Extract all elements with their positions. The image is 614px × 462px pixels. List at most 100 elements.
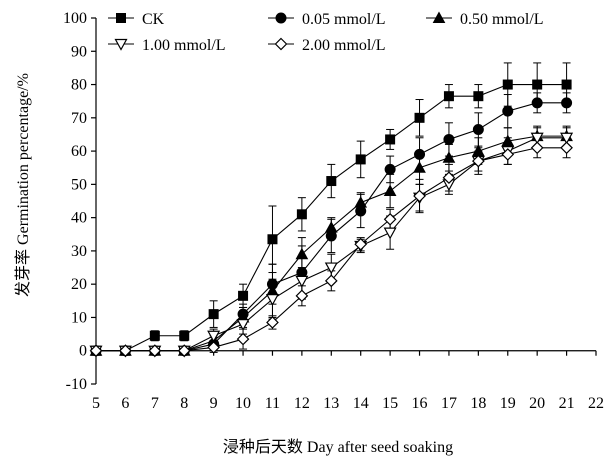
x-tick-label: 10 xyxy=(235,395,251,412)
x-tick-label: 8 xyxy=(180,395,188,412)
series-4-point xyxy=(324,262,338,275)
series-4-point xyxy=(207,330,221,343)
legend: CK 0.05 mmol/L 0.50 mmol/L 1.00 mmol/L 2.00 … xyxy=(108,11,544,54)
series-1-point xyxy=(473,91,484,102)
series-2-point xyxy=(443,133,455,145)
series-1-point xyxy=(414,112,425,123)
y-tick-label: 10 xyxy=(71,309,87,326)
legend-item-5-marker xyxy=(274,37,288,51)
x-tick-label: 16 xyxy=(412,395,428,412)
series-5-point xyxy=(442,171,456,185)
x-tick-label: 18 xyxy=(470,395,486,412)
x-tick-label: 5 xyxy=(92,395,100,412)
legend-item-3-marker xyxy=(432,11,446,23)
x-tick-label: 22 xyxy=(588,395,604,412)
series-3-point xyxy=(354,196,368,208)
axes: -10 0 10 20 30 40 50 60 70 80 90 100 5 6 7 8 9 10 11 12 13 14… xyxy=(63,10,604,412)
x-tick-label: 14 xyxy=(353,395,369,412)
x-tick-label: 12 xyxy=(294,395,310,412)
series-4-point xyxy=(560,132,574,145)
series-3-point xyxy=(413,161,426,173)
x-axis-title: 浸种后天数 Day after seed soaking xyxy=(223,438,453,456)
series-2-point xyxy=(561,97,573,109)
series-1-point xyxy=(149,330,160,341)
y-axis-title: 发芽率 Germination percentage/% xyxy=(14,73,32,297)
series-3-point xyxy=(324,221,338,233)
legend-item-1-label: CK xyxy=(142,11,165,28)
series-5-point xyxy=(266,316,279,329)
legend-item-3-label: 0.50 mmol/L xyxy=(460,11,544,28)
series-5-point xyxy=(413,189,426,203)
legend-item-2-label: 0.05 mmol/L xyxy=(302,11,386,28)
legend-item-5-label: 2.00 mmol/L xyxy=(302,37,386,54)
series-4-point xyxy=(383,227,397,240)
y-tick-label: -10 xyxy=(66,376,87,393)
x-tick-label: 19 xyxy=(500,395,516,412)
series-5-point xyxy=(295,289,309,303)
series-1-point xyxy=(385,134,396,145)
series-1-point xyxy=(267,234,278,245)
y-tick-label: 30 xyxy=(71,243,87,260)
x-tick-label: 17 xyxy=(441,395,457,412)
series-5-point xyxy=(530,141,544,155)
legend-item-1-marker xyxy=(116,13,126,23)
x-tick-label: 9 xyxy=(210,395,218,412)
series-3-point xyxy=(501,134,515,147)
y-tick-label: 40 xyxy=(71,210,87,227)
series-1-point xyxy=(355,154,366,165)
series-1-point xyxy=(561,79,572,90)
series-5-point xyxy=(472,154,485,168)
series-3-point xyxy=(295,247,309,260)
series-2-point xyxy=(472,123,484,135)
y-tick-label: 70 xyxy=(71,110,87,127)
series-4-point xyxy=(530,132,544,145)
series-2-point xyxy=(384,163,396,175)
legend-item-4-label: 1.00 mmol/L xyxy=(142,37,226,54)
series-4-point xyxy=(265,294,279,306)
series-5-point xyxy=(560,141,573,155)
y-tick-label: 90 xyxy=(71,43,87,60)
series-1-point xyxy=(208,309,219,320)
series-5-point xyxy=(383,212,397,226)
series-1-point xyxy=(326,176,337,187)
y-tick-label: 80 xyxy=(71,77,87,94)
y-tick-label: 60 xyxy=(71,143,87,160)
series-1-point xyxy=(238,290,249,301)
series-2-point xyxy=(502,105,514,117)
series-1-point xyxy=(502,79,513,90)
series-1-point xyxy=(532,79,543,90)
x-tick-label: 15 xyxy=(382,395,398,412)
x-tick-label: 7 xyxy=(151,395,159,412)
series-4-point xyxy=(236,319,250,331)
series-2-point xyxy=(531,97,543,109)
series-5-point xyxy=(207,341,220,354)
y-tick-label: 100 xyxy=(63,10,87,27)
y-tick-label: 20 xyxy=(71,276,87,293)
series-1-point xyxy=(443,91,454,102)
series-5-point xyxy=(236,332,250,346)
series-5-point xyxy=(177,344,191,358)
series-5-point xyxy=(119,344,132,358)
series-5-point xyxy=(89,344,103,358)
series-1-point xyxy=(179,330,190,341)
series-5-point xyxy=(501,148,515,161)
x-tick-label: 13 xyxy=(323,395,339,412)
legend-item-2-marker xyxy=(275,12,287,24)
series-5-point xyxy=(324,274,338,288)
x-tick-label: 20 xyxy=(529,395,545,412)
series-markers xyxy=(89,79,574,358)
series-5-point xyxy=(354,237,368,251)
series-4-point xyxy=(295,275,309,288)
series-2-point xyxy=(414,148,426,160)
series-1-point xyxy=(296,209,307,220)
x-tick-label: 21 xyxy=(559,395,575,412)
y-tick-label: 50 xyxy=(71,176,87,193)
series-3-point xyxy=(383,184,397,197)
legend-item-4-marker xyxy=(114,38,128,51)
x-tick-label: 11 xyxy=(265,395,280,412)
series-3-point xyxy=(442,151,456,163)
y-tick-label: 0 xyxy=(79,343,87,360)
x-tick-label: 6 xyxy=(121,395,129,412)
